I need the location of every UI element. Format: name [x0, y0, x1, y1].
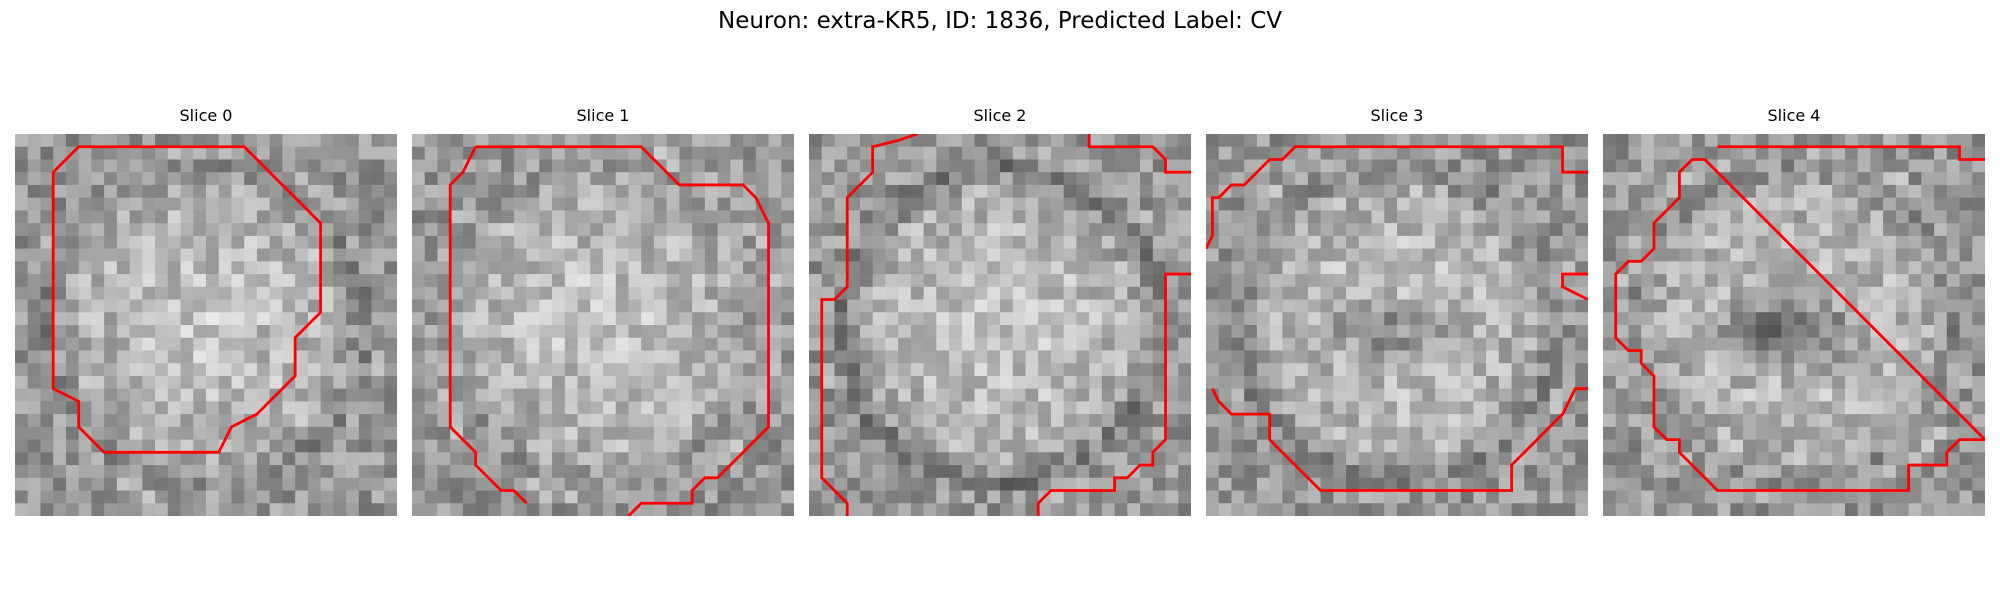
- slice-title: Slice 4: [1767, 106, 1821, 125]
- contour-outline: [448, 145, 770, 516]
- contour-outline: [51, 145, 323, 454]
- slice-image: [15, 134, 397, 516]
- contour-outline: [820, 134, 1191, 516]
- slice-title: Slice 0: [179, 106, 233, 125]
- slice-image: [1603, 134, 1985, 516]
- slice-title: Slice 3: [1370, 106, 1424, 125]
- contour-outline: [1614, 145, 1985, 492]
- slice-image: [412, 134, 794, 516]
- contour-outline: [1206, 145, 1588, 492]
- slice-image: [809, 134, 1191, 516]
- slice-image: [1206, 134, 1588, 516]
- slice-title: Slice 1: [576, 106, 630, 125]
- slice-title: Slice 2: [973, 106, 1027, 125]
- figure-title: Neuron: extra-KR5, ID: 1836, Predicted L…: [717, 8, 1283, 34]
